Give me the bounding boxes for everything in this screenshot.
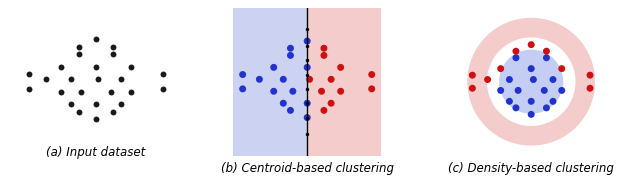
Point — [319, 47, 329, 50]
Point — [504, 78, 515, 81]
Point — [541, 50, 552, 53]
Bar — [233, 8, 307, 156]
Point — [269, 90, 279, 93]
Point — [585, 74, 595, 77]
Point — [24, 88, 34, 91]
Point — [269, 66, 279, 69]
Point — [513, 89, 524, 92]
Point — [56, 65, 67, 68]
Point — [158, 73, 168, 76]
Point — [66, 78, 76, 81]
Point — [93, 78, 104, 81]
Point — [237, 73, 248, 76]
Point — [319, 54, 329, 57]
Point — [367, 87, 377, 90]
Point — [24, 73, 34, 76]
Point — [278, 102, 289, 105]
Point — [335, 90, 346, 93]
Point — [66, 103, 76, 106]
Point — [285, 109, 296, 112]
Point — [74, 110, 84, 113]
Point — [511, 50, 521, 53]
Point — [91, 38, 101, 41]
Point — [548, 78, 558, 81]
Point — [288, 90, 298, 93]
Point — [74, 53, 84, 56]
Point — [511, 56, 521, 59]
Point — [237, 87, 248, 90]
Point — [74, 45, 84, 48]
Circle shape — [468, 18, 595, 145]
Point — [302, 66, 312, 69]
Text: (c) Density-based clustering: (c) Density-based clustering — [448, 162, 614, 175]
Point — [302, 40, 312, 43]
Point — [541, 106, 552, 109]
Point — [326, 102, 336, 105]
Point — [108, 110, 118, 113]
Point — [91, 117, 101, 120]
Point — [316, 90, 326, 93]
Point — [548, 100, 558, 103]
Point — [108, 45, 118, 48]
Point — [467, 74, 477, 77]
Point — [319, 109, 329, 112]
Point — [504, 100, 515, 103]
Circle shape — [500, 50, 563, 113]
Point — [106, 90, 116, 93]
Point — [108, 53, 118, 56]
Point — [483, 78, 493, 81]
Point — [91, 65, 101, 68]
Point — [76, 90, 86, 93]
Point — [541, 56, 552, 59]
Text: (b) Centroid-based clustering: (b) Centroid-based clustering — [221, 162, 394, 175]
Point — [539, 89, 549, 92]
Point — [495, 89, 506, 92]
Point — [302, 116, 312, 119]
Point — [285, 54, 296, 57]
Point — [335, 66, 346, 69]
Point — [585, 87, 595, 90]
Point — [116, 103, 126, 106]
Point — [56, 90, 67, 93]
Point — [511, 106, 521, 109]
Point — [526, 113, 536, 116]
Point — [528, 78, 538, 81]
Point — [158, 88, 168, 91]
Point — [125, 65, 136, 68]
Point — [125, 90, 136, 93]
Text: (a) Input dataset: (a) Input dataset — [46, 146, 146, 159]
Point — [557, 67, 567, 70]
Point — [467, 87, 477, 90]
Point — [326, 78, 336, 81]
Point — [116, 78, 126, 81]
Point — [91, 103, 101, 106]
Point — [285, 47, 296, 50]
Point — [557, 89, 567, 92]
Point — [302, 102, 312, 105]
Point — [367, 73, 377, 76]
Point — [41, 78, 51, 81]
Point — [526, 43, 536, 46]
Point — [278, 78, 289, 81]
Point — [495, 67, 506, 70]
Point — [305, 78, 315, 81]
Point — [254, 78, 264, 81]
Circle shape — [488, 38, 575, 125]
Point — [526, 100, 536, 103]
Bar — [307, 8, 381, 156]
Point — [526, 67, 536, 70]
